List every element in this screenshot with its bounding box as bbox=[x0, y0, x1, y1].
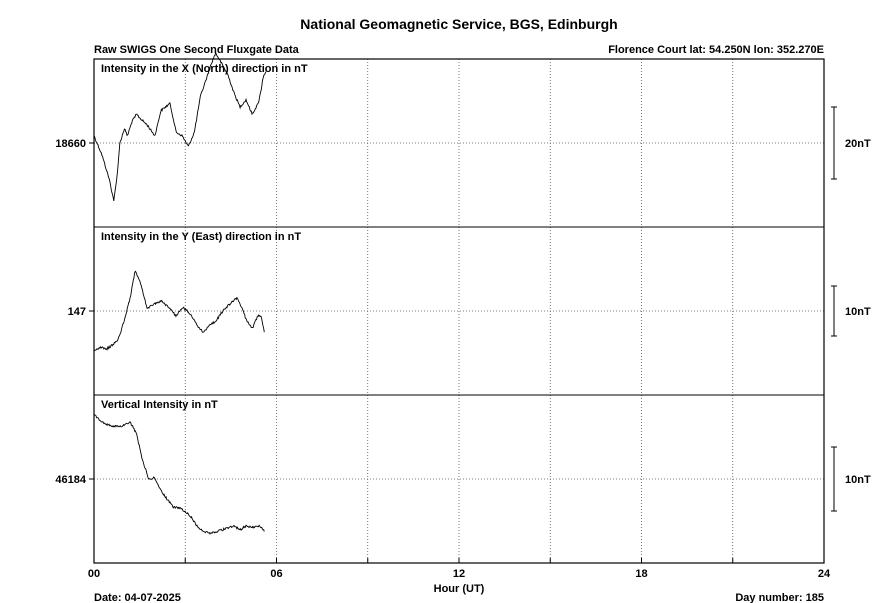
y-reference-value: 46184 bbox=[55, 474, 86, 486]
data-source-label: Raw SWIGS One Second Fluxgate Data bbox=[94, 44, 300, 56]
series-line bbox=[93, 270, 265, 352]
scale-label: 10nT bbox=[845, 306, 871, 318]
panel-1: Intensity in the X (North) direction in … bbox=[55, 51, 871, 201]
grid-lines bbox=[184, 59, 734, 563]
y-reference-value: 18660 bbox=[55, 138, 86, 150]
x-axis-ticks: 00 06 12 18 24 bbox=[88, 558, 831, 580]
day-number-label: Day number: 185 bbox=[735, 592, 824, 603]
y-reference-value: 147 bbox=[68, 306, 86, 318]
panel-2: Intensity in the Y (East) direction in n… bbox=[68, 226, 871, 352]
panel-3: Vertical Intensity in nT 46184 10nT bbox=[55, 394, 871, 535]
date-label: Date: 04-07-2025 bbox=[94, 592, 181, 603]
series-line bbox=[93, 51, 267, 201]
panels: Intensity in the X (North) direction in … bbox=[55, 51, 871, 535]
x-tick-label: 12 bbox=[453, 568, 465, 580]
series-line bbox=[93, 413, 265, 535]
x-tick-label: 06 bbox=[270, 568, 282, 580]
x-tick-label: 00 bbox=[88, 568, 100, 580]
panel-label: Vertical Intensity in nT bbox=[101, 399, 218, 411]
panel-label: Intensity in the Y (East) direction in n… bbox=[101, 231, 301, 243]
panel-label: Intensity in the X (North) direction in … bbox=[101, 63, 308, 75]
x-tick-label: 18 bbox=[635, 568, 647, 580]
x-tick-label: 24 bbox=[818, 568, 831, 580]
chart-title: National Geomagnetic Service, BGS, Edinb… bbox=[300, 16, 617, 32]
x-axis-title: Hour (UT) bbox=[434, 583, 485, 595]
station-location-label: Florence Court lat: 54.250N lon: 352.270… bbox=[608, 44, 824, 56]
scale-label: 10nT bbox=[845, 474, 871, 486]
scale-label: 20nT bbox=[845, 138, 871, 150]
